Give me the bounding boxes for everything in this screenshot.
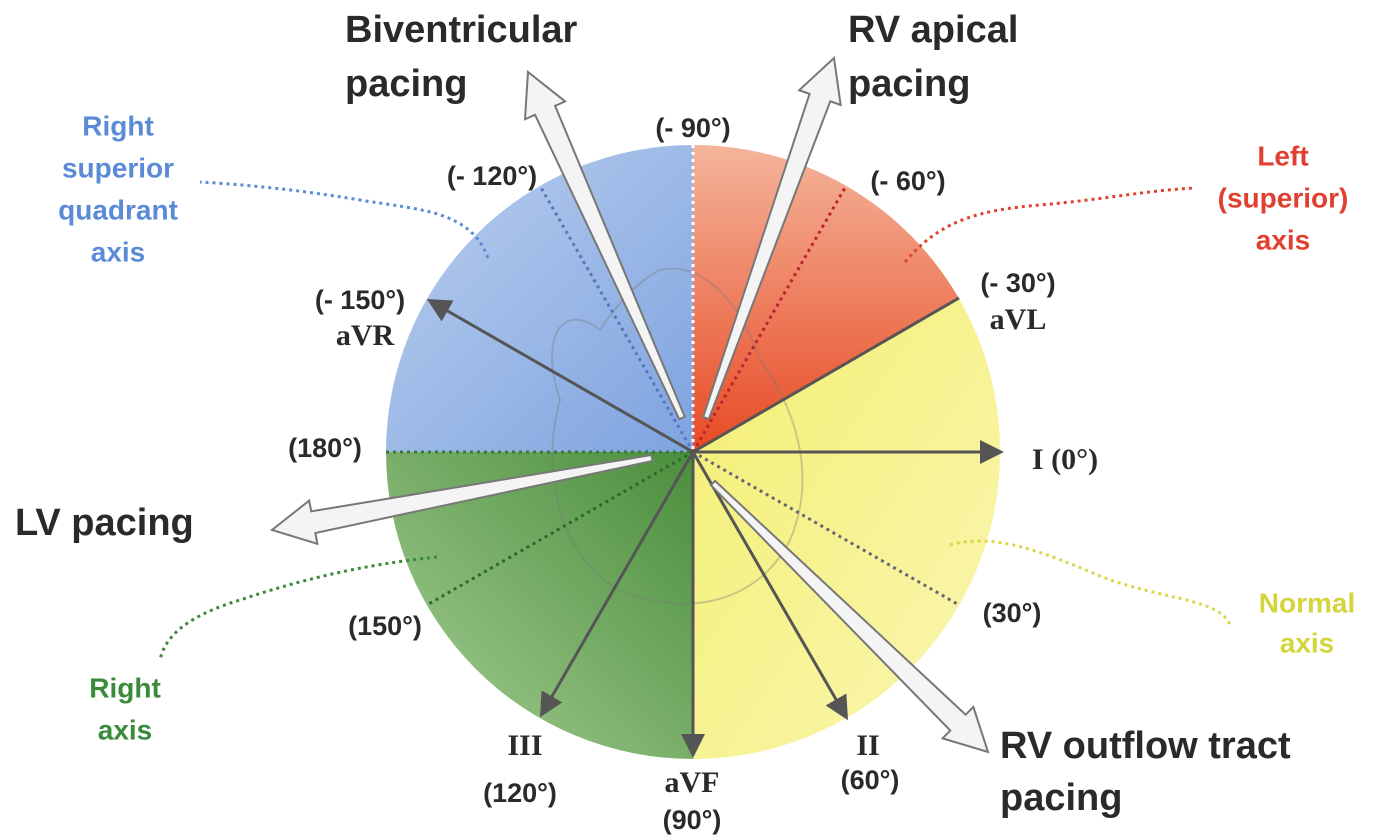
pacing-label: pacing: [848, 63, 970, 105]
region-label: Normal: [1259, 587, 1355, 618]
angle-label: (- 120°): [447, 161, 537, 191]
region-label: Right: [82, 110, 154, 141]
angle-label: (- 90°): [655, 113, 730, 143]
pacing-arrows: [269, 55, 990, 754]
left-superior-sector: [693, 144, 959, 452]
normal-sector: [693, 298, 1001, 759]
lead-lines: [426, 296, 1004, 758]
pacing-arrow: [701, 55, 842, 421]
angle-label: (150°): [348, 611, 422, 641]
pacing-label: Biventricular: [345, 9, 578, 51]
angle-label: (30°): [983, 598, 1042, 628]
region-label: Left: [1257, 140, 1308, 171]
axis-circle: [386, 144, 1001, 759]
lead-label: aVL: [990, 303, 1047, 336]
annotation-arrow: [199, 180, 490, 259]
region-label: axis: [1256, 224, 1311, 255]
dotted-line: [692, 450, 960, 607]
lead-label: aVF: [665, 766, 720, 799]
pacing-arrow: [523, 70, 687, 421]
angle-label: (180°): [288, 433, 362, 463]
dotted-line: [538, 185, 695, 453]
dotted-line: [426, 450, 694, 607]
pacing-arrow: [269, 453, 654, 546]
right-superior-sector: [386, 145, 693, 452]
avr-line: [426, 299, 694, 454]
angle-label: I (0°): [1032, 443, 1098, 476]
annotation-arrows: [158, 180, 1232, 661]
region-label: axis: [1280, 627, 1335, 658]
angle-label: (90°): [663, 805, 722, 835]
pacing-label: LV pacing: [15, 502, 194, 544]
lead-label: aVR: [336, 319, 395, 352]
angle-label: (- 60°): [870, 166, 945, 196]
angle-labels: (- 90°) (- 120°) (- 60°) (- 150°) (- 30°…: [288, 113, 1098, 835]
region-label: superior: [62, 152, 174, 183]
region-label: quadrant: [58, 194, 178, 225]
pacing-label: RV outflow tract: [1000, 725, 1291, 767]
lead-iii-line: [540, 451, 695, 718]
pacing-label: pacing: [1000, 777, 1122, 819]
lead-labels: aVR aVL III aVF II: [336, 303, 1047, 799]
lead-label: III: [507, 729, 542, 762]
pacing-label: RV apical: [848, 9, 1018, 51]
angle-label: (120°): [483, 778, 557, 808]
right-axis-sector: [386, 452, 693, 759]
annotation-arrow: [158, 555, 438, 661]
annotation-arrow: [903, 186, 1196, 263]
lead-label: II: [856, 729, 879, 762]
angle-label: (60°): [841, 765, 900, 795]
angle-label: (- 150°): [315, 285, 405, 315]
dotted-line: [691, 185, 848, 453]
region-label: (superior): [1218, 182, 1349, 213]
region-label: axis: [91, 236, 146, 267]
angle-label: (- 30°): [980, 268, 1055, 298]
heart-outline: [551, 267, 804, 605]
axis-region-labels: Right superior quadrant axis Left (super…: [58, 110, 1355, 745]
dotted-axes: [386, 145, 960, 607]
region-label: axis: [98, 714, 153, 745]
pacing-labels: Biventricular pacing RV apical pacing LV…: [15, 9, 1291, 819]
annotation-arrow: [949, 539, 1232, 626]
pacing-arrow: [709, 479, 990, 754]
region-label: Right: [89, 672, 161, 703]
pacing-label: pacing: [345, 63, 467, 105]
lead-ii-line: [691, 451, 849, 721]
avl-line: [692, 296, 960, 454]
